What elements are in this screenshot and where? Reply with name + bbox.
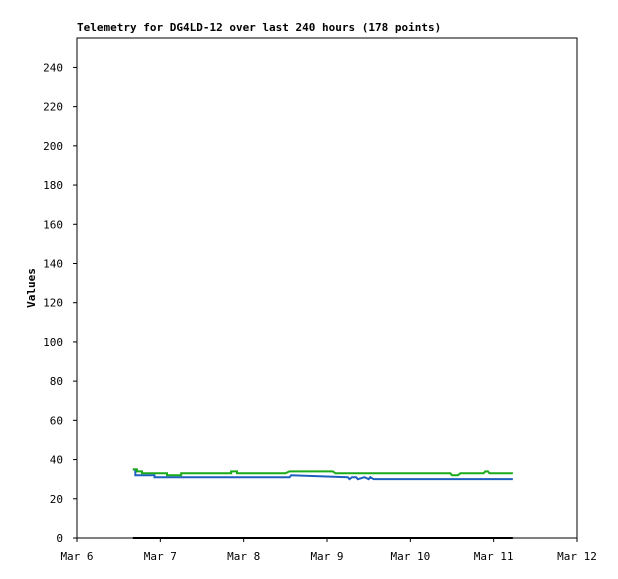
y-tick-label: 240 <box>43 61 63 74</box>
y-axis-label: Values <box>25 268 38 308</box>
y-tick-label: 200 <box>43 140 63 153</box>
y-tick-label: 140 <box>43 257 63 270</box>
y-tick-label: 160 <box>43 218 63 231</box>
series-line <box>132 468 513 477</box>
y-tick-label: 180 <box>43 179 63 192</box>
x-tick-label: Mar 7 <box>144 550 177 563</box>
x-tick-label: Mar 12 <box>557 550 597 563</box>
x-tick-label: Mar 6 <box>60 550 93 563</box>
y-tick-label: 0 <box>56 532 63 545</box>
y-tick-label: 80 <box>50 375 63 388</box>
x-tick-label: Mar 11 <box>474 550 514 563</box>
chart-title: Telemetry for DG4LD-12 over last 240 hou… <box>77 21 441 34</box>
y-tick-label: 60 <box>50 414 63 427</box>
series-line <box>132 468 513 481</box>
y-tick-label: 20 <box>50 493 63 506</box>
x-tick-label: Mar 10 <box>390 550 430 563</box>
y-tick-label: 100 <box>43 336 63 349</box>
y-tick-label: 220 <box>43 101 63 114</box>
y-tick-label: 40 <box>50 454 63 467</box>
y-tick-label: 120 <box>43 297 63 310</box>
x-tick-label: Mar 8 <box>227 550 260 563</box>
x-tick-label: Mar 9 <box>310 550 343 563</box>
plot-frame <box>76 37 578 539</box>
